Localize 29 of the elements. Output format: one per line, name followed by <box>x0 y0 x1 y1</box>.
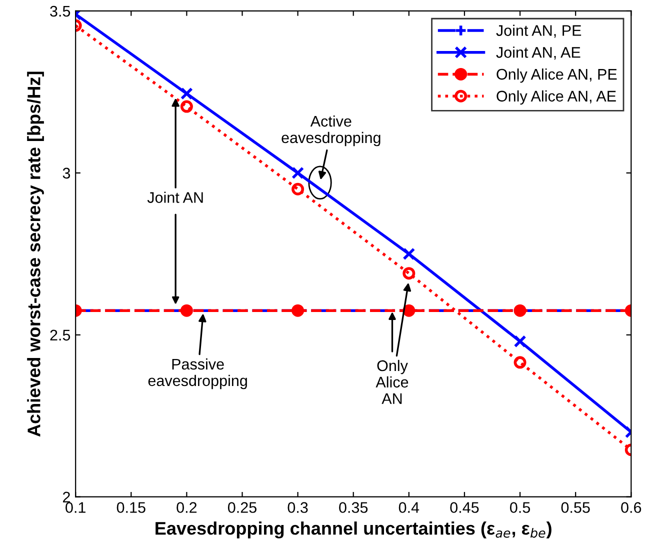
y-tick-label: 2 <box>62 492 70 502</box>
point <box>292 166 304 180</box>
x-tick-label: 0.1 <box>66 502 86 513</box>
x-tick-label: 0.25 <box>228 502 256 513</box>
legend-label: Joint AN, AE <box>496 46 580 60</box>
legend-label: Only Alice AN, PE <box>496 68 617 83</box>
point <box>292 182 304 196</box>
x-tick-label: 0.2 <box>176 502 197 513</box>
legend-label: Joint AN, PE <box>496 24 582 38</box>
x-tick-label: 0.45 <box>450 502 479 513</box>
annotation: Joint AN <box>147 192 203 203</box>
x-tick-label: 0.15 <box>116 502 146 513</box>
annotation: Active eavesdropping <box>282 115 380 146</box>
y-tick-label: 2.5 <box>50 330 70 341</box>
point <box>402 267 416 280</box>
x-tick-label: 0.35 <box>339 502 368 513</box>
x-tick-label: 0.55 <box>561 502 590 513</box>
annotation: Only Alice AN <box>376 360 408 404</box>
y-tick-label: 3.5 <box>50 6 70 17</box>
point <box>402 248 416 260</box>
x-tick-label: 0.5 <box>510 502 530 513</box>
x-tick-label: 0.4 <box>398 502 420 513</box>
annotation: Passive eavesdropping <box>148 358 247 390</box>
x-tick-label: 0.6 <box>621 502 642 513</box>
legend-label: Only Alice AN, AE <box>496 90 616 105</box>
y-axis-title: Achieved worst-case secrecy rate [bps/Hz] <box>27 72 44 437</box>
x-axis-title: Eavesdropping channel uncertainties (ε$_{ae}$, ε$_{be}$) <box>156 522 552 538</box>
y-tick-label: 3 <box>62 168 70 179</box>
x-tick-label: 0.3 <box>288 502 308 513</box>
